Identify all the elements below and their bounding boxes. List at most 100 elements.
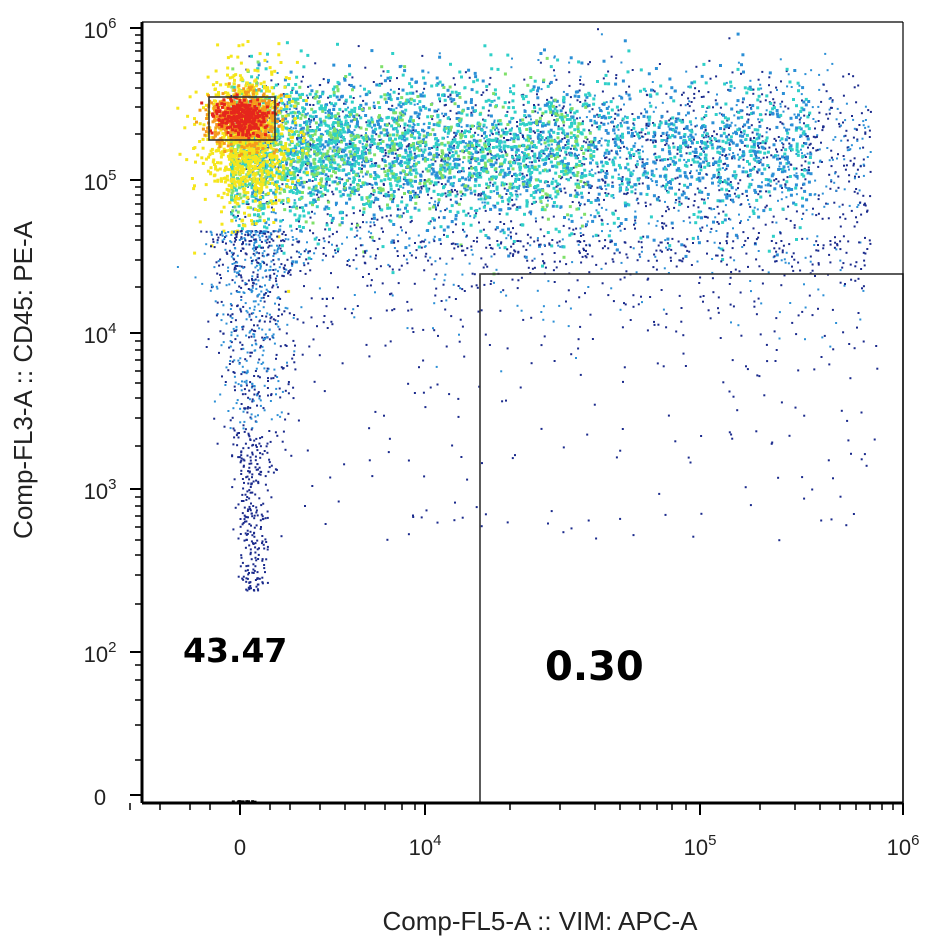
event-dot — [812, 118, 815, 120]
event-dot — [773, 255, 776, 258]
event-dot — [317, 136, 321, 140]
event-dot — [615, 134, 619, 138]
event-dot — [675, 168, 679, 172]
event-dot — [364, 102, 368, 106]
event-dot — [620, 96, 624, 100]
event-dot — [826, 147, 829, 149]
event-dot — [343, 78, 347, 82]
event-dot — [828, 97, 831, 100]
event-dot — [799, 127, 803, 131]
event-dot — [784, 261, 787, 264]
event-dot — [682, 134, 686, 138]
event-dot — [762, 156, 765, 159]
event-dot — [483, 131, 486, 135]
event-dot — [675, 199, 678, 201]
event-dot — [830, 149, 833, 152]
event-dot — [347, 106, 349, 109]
event-dot — [612, 97, 615, 100]
event-dot — [316, 193, 319, 196]
event-dot — [760, 172, 764, 176]
event-dot — [358, 193, 361, 196]
event-dot — [752, 227, 755, 230]
event-dot — [548, 194, 552, 198]
event-dot — [760, 87, 763, 90]
event-dot — [338, 181, 341, 185]
event-dot — [579, 232, 582, 235]
event-dot — [444, 130, 447, 133]
event-dot — [479, 175, 483, 179]
event-dot — [480, 94, 483, 96]
event-dot — [628, 85, 631, 88]
event-dot — [807, 146, 809, 149]
event-dot — [720, 120, 724, 124]
event-dot — [846, 146, 849, 149]
event-dot — [352, 176, 356, 180]
event-dot — [499, 291, 502, 294]
event-dot — [262, 169, 266, 173]
event-dot — [344, 307, 347, 310]
event-dot — [259, 197, 262, 201]
event-dot — [604, 184, 607, 187]
event-dot — [441, 112, 444, 115]
event-dot — [713, 241, 716, 244]
event-dot — [562, 105, 565, 108]
event-dot — [442, 283, 445, 286]
event-dot — [478, 207, 481, 210]
event-dot — [408, 124, 412, 128]
event-dot — [639, 255, 642, 258]
event-dot — [486, 138, 489, 142]
event-dot — [834, 136, 837, 139]
event-dot — [604, 180, 607, 183]
event-dot — [578, 296, 581, 299]
event-dot — [283, 103, 286, 106]
event-dot — [800, 106, 804, 110]
event-dot — [543, 48, 546, 52]
event-dot — [711, 135, 714, 137]
event-dot — [417, 136, 421, 140]
event-dot — [479, 158, 483, 162]
event-dot — [559, 109, 563, 113]
event-dot — [804, 97, 808, 101]
event-dot — [515, 154, 517, 157]
event-dot — [659, 159, 662, 162]
event-dot — [610, 108, 614, 112]
event-dot — [607, 70, 610, 73]
event-dot — [610, 116, 613, 118]
event-dot — [693, 92, 696, 95]
event-dot — [776, 150, 779, 153]
event-dot — [756, 208, 759, 211]
event-dot — [273, 165, 277, 169]
event-dot — [863, 203, 866, 206]
event-dot — [492, 183, 495, 186]
event-dot — [701, 226, 704, 229]
event-dot — [562, 224, 565, 227]
event-dot — [528, 179, 532, 183]
event-dot — [801, 152, 803, 155]
event-dot — [304, 167, 308, 171]
event-dot — [310, 297, 313, 300]
event-dot — [318, 117, 322, 121]
event-dot — [755, 137, 759, 141]
event-dot — [749, 137, 752, 140]
event-dot — [822, 126, 824, 129]
event-dot — [597, 192, 601, 196]
event-dot — [299, 229, 303, 233]
event-dot — [507, 203, 510, 206]
event-dot — [813, 244, 816, 246]
event-dot — [484, 99, 488, 103]
event-dot — [509, 132, 512, 135]
event-dot — [772, 104, 775, 107]
event-dot — [784, 138, 788, 142]
event-dot — [591, 159, 594, 162]
event-dot — [313, 237, 317, 241]
event-dot — [501, 228, 505, 232]
event-dot — [493, 190, 496, 193]
event-dot — [271, 141, 275, 145]
event-dot — [671, 227, 674, 230]
event-dot — [825, 202, 828, 205]
event-dot — [398, 141, 402, 145]
event-dot — [335, 95, 339, 99]
event-dot — [418, 100, 422, 104]
event-dot — [839, 111, 842, 114]
event-dot — [473, 125, 475, 127]
